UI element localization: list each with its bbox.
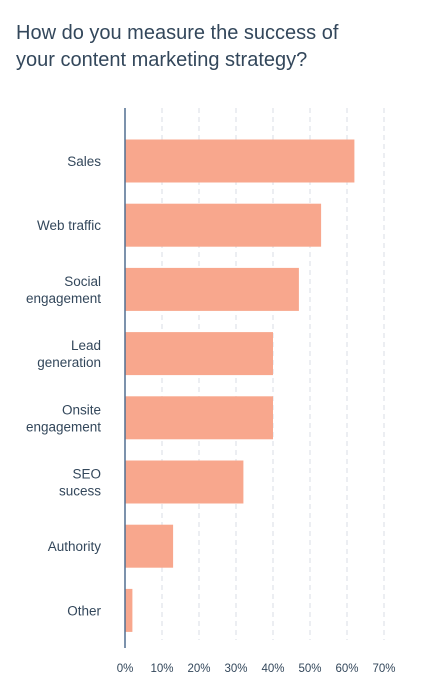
bar-6 [125,524,174,568]
category-label-1-0: Web traffic [37,218,101,233]
chart-title: How do you measure the success of your c… [16,20,416,74]
x-tick-label-60: 60% [335,663,358,675]
x-tick-label-0: 0% [117,663,134,675]
x-tick-label-40: 40% [261,663,284,675]
chart-title-line-2: your content marketing strategy? [16,49,308,71]
category-label-3-1: generation [37,355,101,370]
bar-5 [125,460,244,504]
x-tick-label-20: 20% [187,663,210,675]
category-label-4-0: Onsite [62,402,101,417]
category-label-2-1: engagement [26,291,101,306]
category-label-6-0: Authority [48,539,102,554]
bar-1 [125,203,322,247]
x-tick-label-30: 30% [224,663,247,675]
x-tick-label-50: 50% [298,663,321,675]
bar-7 [125,588,133,632]
category-label-3-0: Lead [71,338,101,353]
category-label-2-0: Social [64,274,101,289]
category-label-7-0: Other [67,603,101,618]
x-tick-label-70: 70% [372,663,395,675]
x-tick-label-10: 10% [150,663,173,675]
category-label-0-0: Sales [67,154,101,169]
bar-3 [125,332,273,376]
x-tick-labels: 0% 10% 20% 30% 40% 50% 60% 70% [117,663,396,675]
chart-title-line-1: How do you measure the success of [16,22,339,44]
bar-4 [125,396,273,440]
category-label-5-0: SEO [72,467,101,482]
category-label-5-1: sucess [59,484,101,499]
bar-0 [125,139,355,183]
category-label-4-1: engagement [26,419,101,434]
category-labels: Sales Web traffic Social engagement Lead gene… [26,154,102,618]
bars [125,139,355,632]
bar-2 [125,267,299,311]
